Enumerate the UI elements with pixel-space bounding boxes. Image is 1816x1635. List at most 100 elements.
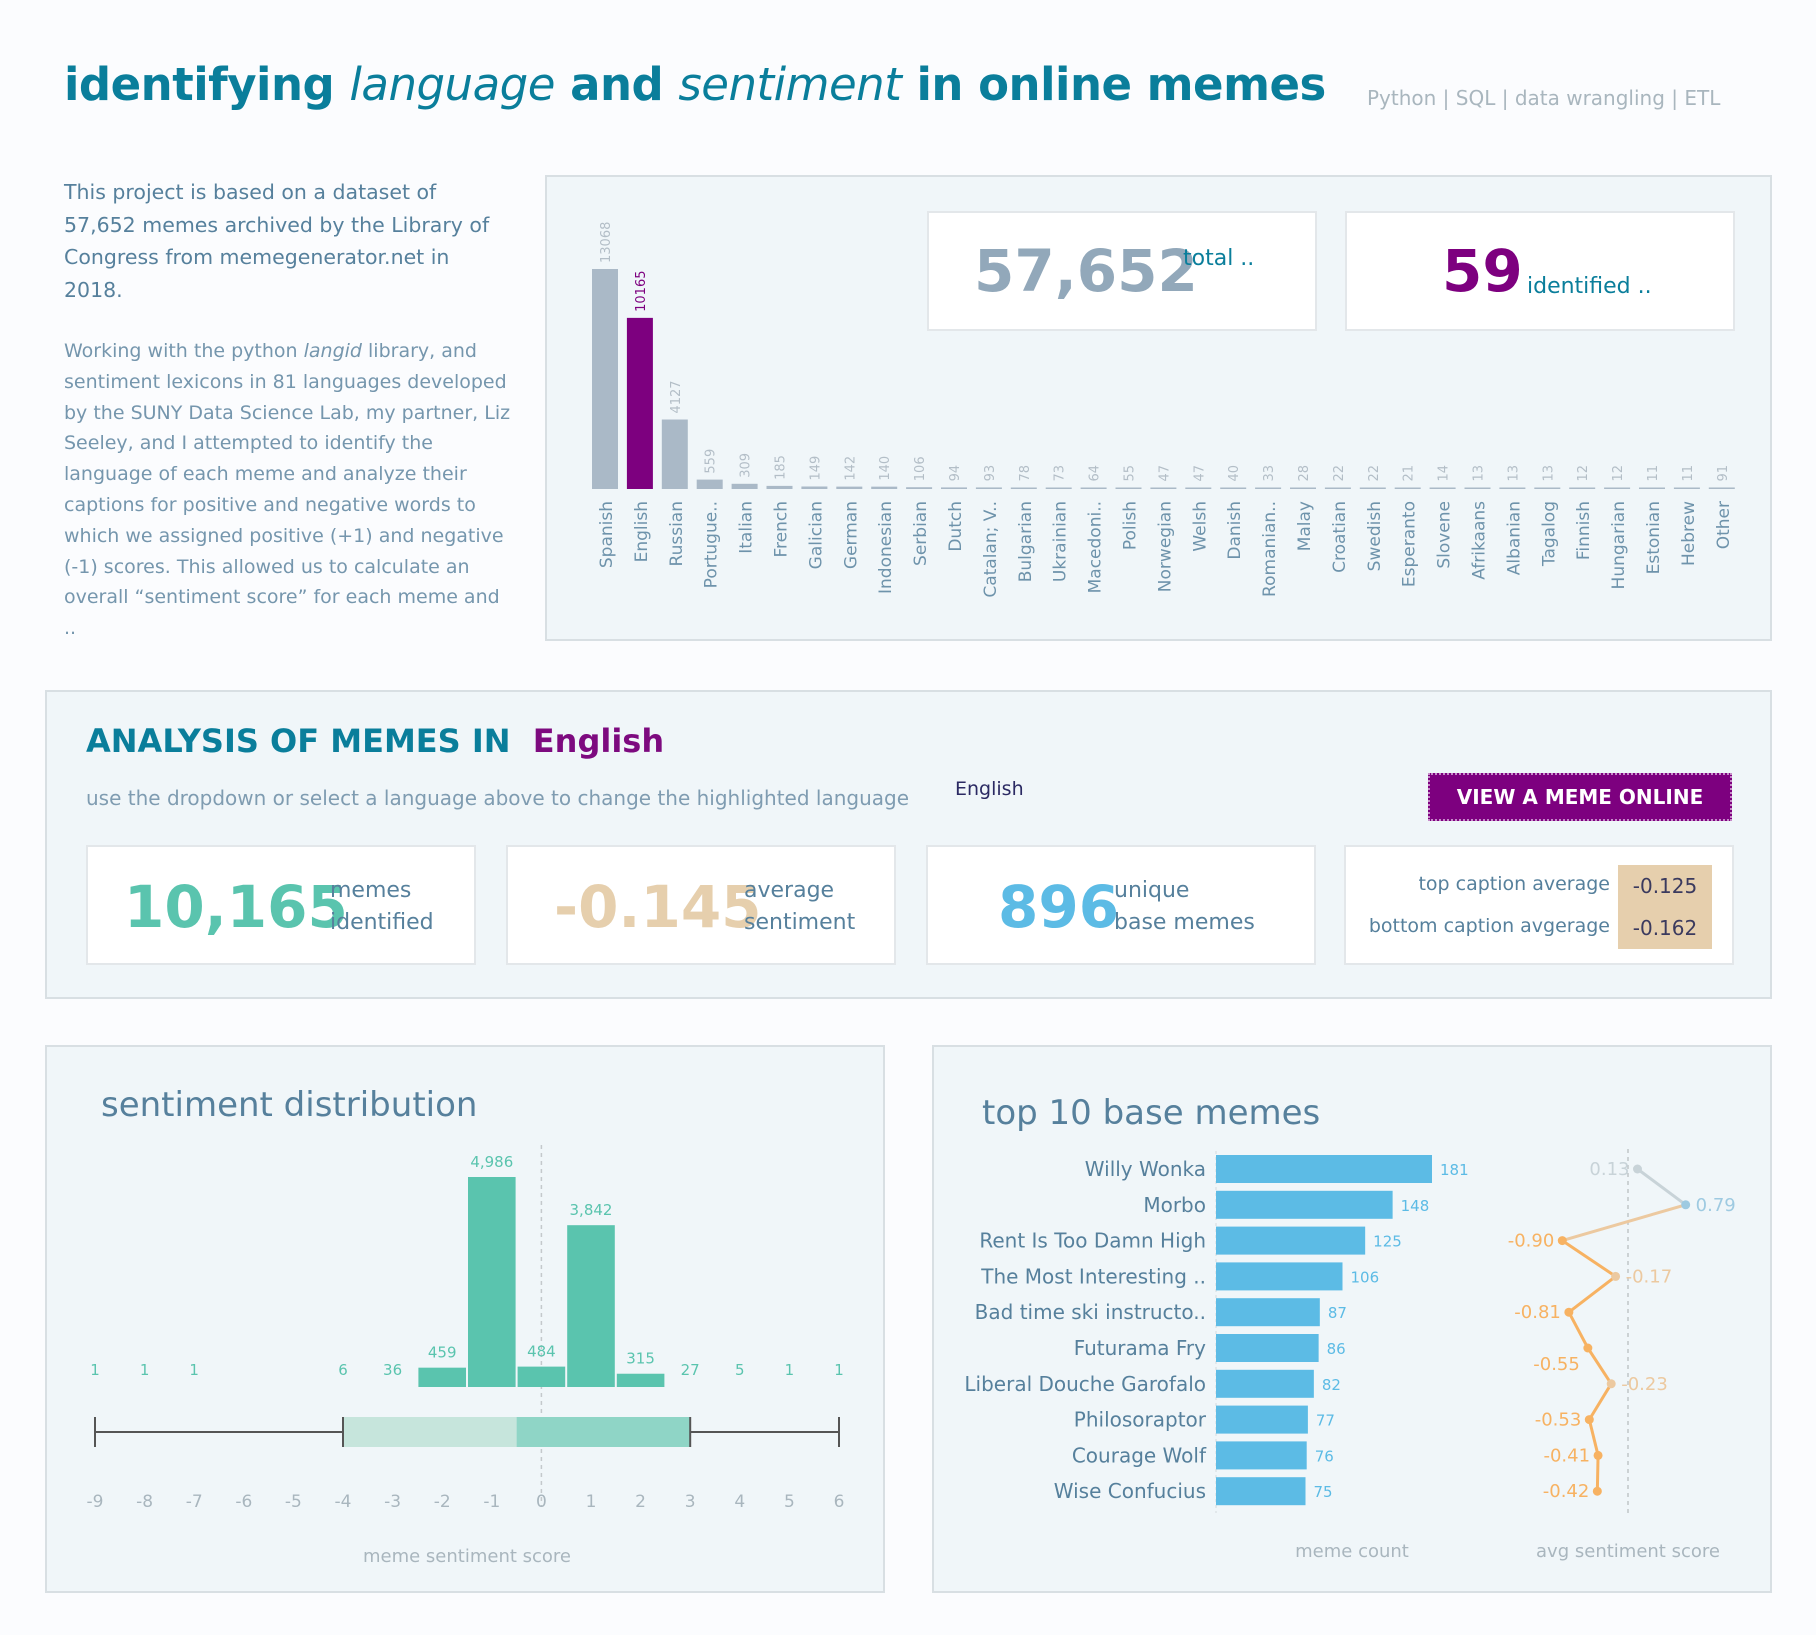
sentiment-value-label: 0.79: [1696, 1195, 1736, 1216]
x-tick-label: -6: [235, 1492, 252, 1512]
language-chart-panel: 13068 Spanish 10165 English 4127 Russian 559 Po…: [545, 175, 1772, 641]
category-label: Serbian: [911, 501, 931, 566]
bar-value-label: 94: [948, 465, 963, 482]
boxplot-lower-box: [343, 1417, 517, 1447]
histogram-value-label: 1: [90, 1361, 100, 1379]
sentiment-line-segment: [1561, 1239, 1617, 1278]
sentiment-value-label: -0.55: [1533, 1354, 1580, 1375]
analysis-subtitle: use the dropdown or select a language ab…: [86, 786, 910, 810]
page-title: identifying language and sentiment in on…: [64, 58, 1326, 111]
top-caption-value: -0.125: [1618, 865, 1712, 907]
meme-name-label: Futurama Fry: [1074, 1336, 1206, 1360]
bar-estonian: [1639, 487, 1665, 489]
histogram-value-label: 484: [527, 1343, 556, 1361]
category-label: Italian: [737, 501, 757, 554]
bar-croatian: [1324, 487, 1351, 489]
sentiment-line-segment: [1567, 1311, 1590, 1349]
sentiment-value-label: -0.23: [1621, 1374, 1668, 1395]
sentiment-value-label: -0.81: [1514, 1302, 1561, 1323]
label-line: memes: [330, 878, 412, 903]
label-line: sentiment: [744, 910, 856, 935]
intro-body: Working with the python langid library, …: [64, 336, 514, 644]
bar-spanish: [592, 269, 618, 489]
category-label: Romanian..: [1260, 501, 1280, 597]
category-label: Esperanto: [1400, 501, 1420, 587]
bar-italian: [731, 483, 758, 489]
meme-count-bar: [1216, 1190, 1393, 1219]
meme-count-bar: [1216, 1155, 1432, 1183]
category-label: Croatian: [1330, 501, 1350, 573]
bar-slovene: [1429, 487, 1456, 489]
category-label: Norwegian: [1155, 501, 1175, 592]
sentiment-value-label: -0.17: [1626, 1266, 1673, 1287]
analysis-title-prefix: ANALYSIS OF MEMES IN: [86, 722, 511, 760]
bar-value-label: 47: [1192, 465, 1207, 482]
x-tick-label: -8: [136, 1492, 153, 1512]
bar-value-label: 11: [1646, 465, 1661, 482]
bar-value-label: 55: [1123, 465, 1138, 482]
bar-value-label: 14: [1437, 465, 1452, 482]
bar-value-label: 78: [1018, 465, 1033, 482]
memes-identified-card: 10,165 memes identified: [86, 845, 476, 965]
meme-name-label: Morbo: [1143, 1193, 1206, 1217]
language-bar-chart: 13068 Spanish 10165 English 4127 Russian 559 Po…: [592, 222, 1735, 598]
category-label: Slovene: [1435, 501, 1455, 569]
x-tick-label: -3: [384, 1492, 401, 1512]
histogram-value-label: 1: [834, 1361, 844, 1379]
histogram-value-label: 4,986: [470, 1153, 513, 1171]
sentiment-point: [1593, 1450, 1603, 1460]
sentiment-point: [1632, 1164, 1642, 1174]
meme-name-label: Willy Wonka: [1085, 1157, 1206, 1181]
histogram-bar: [418, 1367, 466, 1387]
x-tick-label: 6: [834, 1492, 845, 1512]
meme-count-label: 125: [1373, 1233, 1402, 1251]
label-line: unique: [1114, 878, 1190, 903]
category-label: Welsh: [1190, 501, 1210, 552]
x-tick-label: -2: [434, 1492, 451, 1512]
bar-finnish: [1569, 487, 1596, 489]
total-memes-value: 57,652: [974, 237, 1198, 305]
meme-name-label: Liberal Douche Garofalo: [964, 1372, 1206, 1396]
meme-count-label: 76: [1315, 1447, 1334, 1465]
category-label: Swedish: [1365, 501, 1385, 571]
sentiment-line-segment: [1636, 1167, 1687, 1207]
bar-norwegian: [1150, 487, 1177, 489]
histogram-value-label: 3,842: [570, 1201, 613, 1219]
bar-value-label: 142: [843, 456, 858, 481]
memes-identified-value: 10,165: [124, 873, 348, 941]
title-part: in online memes: [901, 58, 1327, 111]
category-label: Finnish: [1574, 501, 1594, 560]
title-part: and: [554, 58, 679, 111]
category-label: Polish: [1121, 501, 1141, 550]
analysis-title-language: English: [532, 722, 665, 760]
sentiment-point: [1564, 1307, 1574, 1317]
unique-base-memes-label: unique base memes: [1114, 875, 1255, 939]
average-sentiment-value: -0.145: [554, 873, 762, 941]
histogram-value-label: 315: [626, 1350, 655, 1368]
label-line: average: [744, 878, 835, 903]
bar-romanian: [1255, 487, 1282, 489]
bar-english: [626, 317, 653, 489]
meme-count-label: 148: [1401, 1197, 1430, 1215]
bar-german: [836, 486, 863, 489]
bar-value-label: 10165: [634, 271, 649, 312]
histogram-bar: [468, 1177, 516, 1387]
x-tick-label: 4: [734, 1492, 745, 1512]
category-label: Dutch: [946, 501, 966, 552]
sentiment-point: [1583, 1343, 1593, 1353]
view-meme-online-button[interactable]: VIEW A MEME ONLINE: [1428, 773, 1732, 821]
x-tick-label: 0: [536, 1492, 547, 1512]
identified-languages-label: identified ..: [1527, 274, 1652, 299]
category-label: Albanian: [1504, 501, 1524, 575]
bottom-caption-value: -0.162: [1618, 907, 1712, 949]
language-dropdown[interactable]: English: [955, 778, 1024, 800]
category-label: Galician: [806, 501, 826, 569]
meme-count-label: 77: [1316, 1412, 1335, 1430]
top-memes-chart: Willy Wonka 181 Morbo 148 Rent Is Too Damn H…: [964, 1149, 1736, 1562]
sentiment-point: [1611, 1271, 1621, 1281]
sentiment-point: [1606, 1379, 1616, 1389]
bar-albanian: [1499, 487, 1526, 489]
unique-base-memes-value: 896: [998, 873, 1120, 941]
bar-value-label: 22: [1367, 465, 1382, 482]
